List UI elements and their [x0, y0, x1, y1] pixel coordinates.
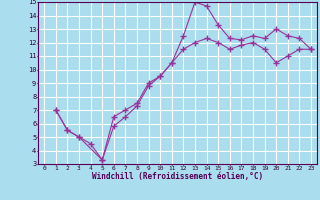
X-axis label: Windchill (Refroidissement éolien,°C): Windchill (Refroidissement éolien,°C) [92, 172, 263, 181]
